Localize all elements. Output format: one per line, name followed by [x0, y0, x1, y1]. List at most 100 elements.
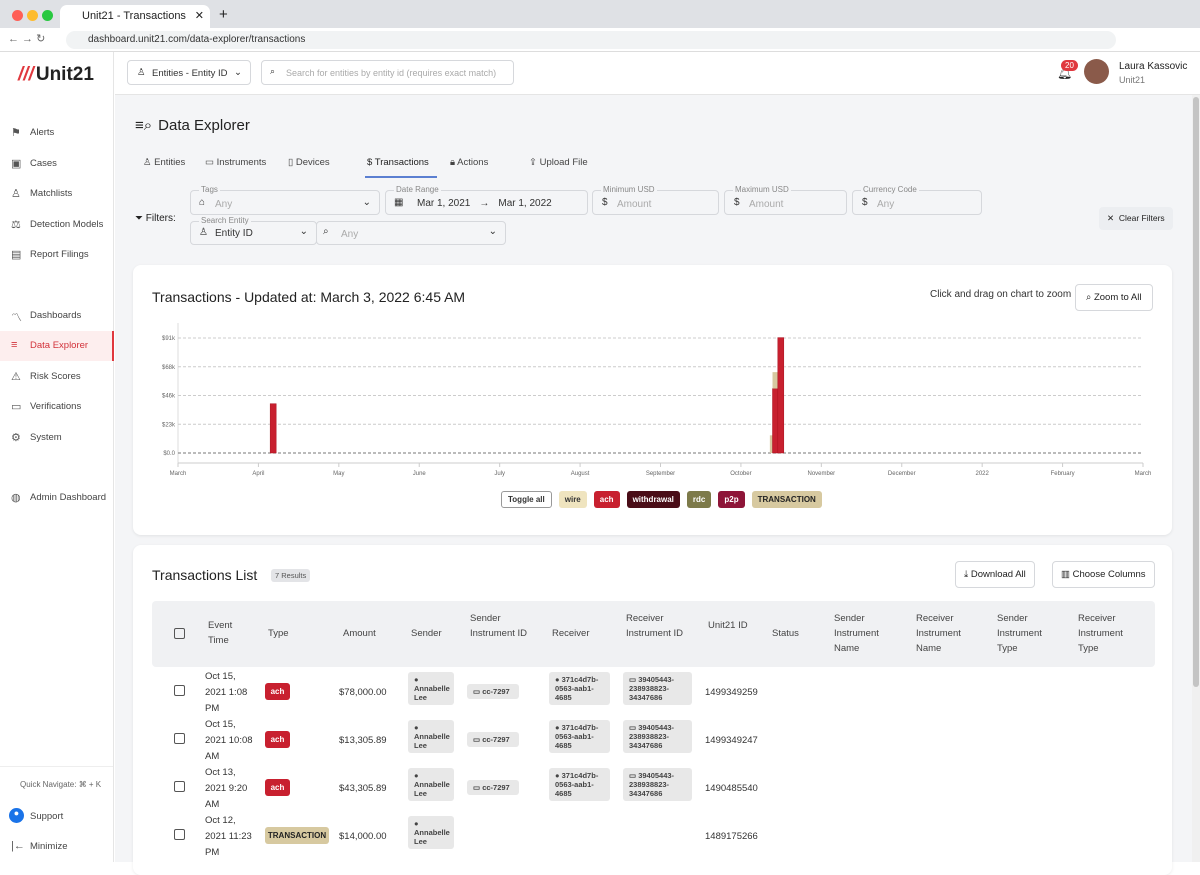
chart-line-icon: 〽 [11, 312, 22, 324]
sidebar-item-report-filings[interactable]: ▤ Report Filings [11, 249, 89, 261]
tab-instruments[interactable]: ▭ Instruments [205, 157, 267, 168]
tab-devices[interactable]: ▯ Devices [288, 157, 330, 168]
chart-card: Transactions - Updated at: March 3, 2022… [133, 265, 1172, 535]
entity-type-select[interactable]: ♙ Entities - Entity ID ⌄ [127, 60, 251, 85]
new-tab-icon[interactable]: + [219, 6, 228, 23]
receiver-chip[interactable]: ● 371c4d7b-0563-aab1-4685 [549, 720, 610, 753]
select-all-checkbox[interactable] [174, 628, 185, 639]
legend-wire[interactable]: wire [558, 491, 587, 508]
row-checkbox[interactable] [174, 781, 185, 792]
column-receiver[interactable]: Receiver [552, 628, 590, 639]
sidebar-item-dashboards[interactable]: 〽 Dashboards [11, 310, 82, 324]
table-row[interactable]: Oct 13, 2021 9:20 AM ach $43,305.89 ● Ann… [152, 766, 1155, 814]
sender-chip[interactable]: ● Annabelle Lee [408, 720, 454, 753]
column-sender-instrument-name[interactable]: Sender Instrument Name [834, 613, 879, 654]
notification-badge: 20 [1061, 60, 1078, 71]
sidebar-item-verifications[interactable]: ▭ Verifications [11, 401, 82, 413]
column-status[interactable]: Status [772, 628, 799, 639]
chevron-down-icon: ⌄ [362, 197, 371, 208]
sender-chip[interactable]: ● Annabelle Lee [408, 672, 454, 705]
globe-icon: ◍ [11, 492, 21, 504]
transactions-chart[interactable]: $0.0 $23k $46k $68k $91k March April May June Jul… [115, 95, 1192, 485]
amount: $78,000.00 [339, 687, 387, 698]
x-tick-label: March [170, 471, 187, 477]
dollar-icon: $ [862, 197, 868, 208]
quick-navigate-hint: Quick Navigate: ⌘ + K [20, 780, 102, 789]
row-checkbox[interactable] [174, 733, 185, 744]
column-receiver-instrument-name[interactable]: Receiver Instrument Name [916, 613, 961, 654]
minimize-button[interactable]: |← Minimize [11, 840, 68, 852]
column-sender-instrument-type[interactable]: Sender Instrument Type [997, 613, 1042, 654]
search-list-icon: ≡ [11, 339, 18, 351]
browser-tab[interactable]: Unit21 - Transactions ✕ [60, 5, 210, 28]
maximum-usd-input[interactable]: Maximum USD $ Amount [724, 185, 847, 215]
avatar[interactable] [1084, 59, 1109, 84]
sidebar-item-cases[interactable]: ▣ Cases [11, 158, 57, 170]
amount: $13,305.89 [339, 735, 387, 746]
card-icon: ▭ [473, 735, 481, 744]
sender-chip[interactable]: ● Annabelle Lee [408, 768, 454, 801]
tags-filter[interactable]: Tags ⌂ Any ⌄ [190, 185, 380, 215]
legend-withdrawal[interactable]: withdrawal [626, 491, 680, 508]
tab-actions[interactable]: 🔒︎ Actions [450, 157, 489, 168]
currency-code-input[interactable]: Currency Code $ Any [852, 185, 982, 215]
search-entity-input[interactable]: ⌕ Any ⌄ [316, 221, 506, 245]
support-button[interactable]: ● Support [0, 802, 114, 832]
bar-transaction [772, 372, 779, 389]
close-tab-icon[interactable]: ✕ [194, 10, 204, 22]
choose-columns-button[interactable]: ▥ Choose Columns [1052, 561, 1155, 588]
minimum-usd-input[interactable]: Minimum USD $ Amount [592, 185, 719, 215]
table-row[interactable]: Oct 12, 2021 11:23 PM TRANSACTION $14,00… [152, 814, 1155, 862]
sidebar-item-alerts[interactable]: ⚑ Alerts [11, 127, 55, 139]
legend-rdc[interactable]: rdc [686, 491, 712, 508]
sidebar-item-admin-dashboard[interactable]: ◍ Admin Dashboard [11, 492, 107, 504]
receiver-chip[interactable]: ● 371c4d7b-0563-aab1-4685 [549, 672, 610, 705]
sender-instrument-chip[interactable]: ▭ cc-7297 [467, 732, 519, 747]
entity-search-input[interactable]: ⌕ Search for entities by entity id (requi… [261, 60, 514, 85]
upload-file-button[interactable]: ⇪ Upload File [529, 157, 588, 168]
tab-entities[interactable]: ♙ Entities [143, 157, 186, 168]
scrollbar[interactable] [1192, 95, 1200, 862]
bar-ach [269, 403, 277, 454]
clear-filters-button[interactable]: ✕ Clear Filters [1099, 207, 1173, 230]
sidebar-item-risk-scores[interactable]: ⚠ Risk Scores [11, 371, 81, 383]
sidebar-item-detection-models[interactable]: ⚖ Detection Models [11, 219, 104, 231]
receiver-instrument-chip[interactable]: ▭ 39405443-238938823-34347686 [623, 672, 692, 705]
column-amount[interactable]: Amount [343, 628, 376, 639]
column-receiver-instrument-id[interactable]: Receiver Instrument ID [626, 613, 684, 639]
column-receiver-instrument-type[interactable]: Receiver Instrument Type [1078, 613, 1123, 654]
sender-instrument-chip[interactable]: ▭ cc-7297 [467, 780, 519, 795]
chart-title: Transactions - Updated at: March 3, 2022… [152, 289, 466, 305]
chart-hint: Click and drag on chart to zoom [930, 289, 1072, 300]
download-all-button[interactable]: ⤓ Download All [955, 561, 1035, 588]
table-row[interactable]: Oct 15, 2021 1:08 PM ach $78,000.00 ● Ann… [152, 670, 1155, 718]
column-event-time[interactable]: Event Time [208, 620, 233, 646]
receiver-instrument-chip[interactable]: ▭ 39405443-238938823-34347686 [623, 720, 692, 753]
receiver-instrument-chip[interactable]: ▭ 39405443-238938823-34347686 [623, 768, 692, 801]
column-sender[interactable]: Sender [411, 628, 442, 639]
sender-chip[interactable]: ● Annabelle Lee [408, 816, 454, 849]
legend-transaction[interactable]: TRANSACTION [751, 491, 822, 508]
column-type[interactable]: Type [268, 628, 289, 639]
address-bar[interactable]: dashboard.unit21.com/data-explorer/trans… [66, 31, 1116, 49]
table-row[interactable]: Oct 15, 2021 10:08 AM ach $13,305.89 ● An… [152, 718, 1155, 766]
search-entity-select[interactable]: Search Entity ♙ Entity ID ⌄ [190, 216, 317, 245]
receiver-chip[interactable]: ● 371c4d7b-0563-aab1-4685 [549, 768, 610, 801]
legend-p2p[interactable]: p2p [718, 491, 745, 508]
nav-arrows-icon[interactable]: ← → ↻ [8, 33, 46, 45]
legend-ach[interactable]: ach [593, 491, 620, 508]
sender-instrument-chip[interactable]: ▭ cc-7297 [467, 684, 519, 699]
row-checkbox[interactable] [174, 685, 185, 696]
zoom-to-all-button[interactable]: ⌕ Zoom to All [1075, 284, 1153, 311]
tab-transactions[interactable]: $ Transactions [365, 157, 437, 178]
sidebar-item-matchlists[interactable]: ♙ Matchlists [11, 188, 73, 200]
user-icon: ● [414, 675, 419, 684]
row-checkbox[interactable] [174, 829, 185, 840]
column-unit21-id[interactable]: Unit21 ID [708, 620, 748, 631]
sidebar-item-data-explorer[interactable]: ≡ Data Explorer [0, 331, 114, 361]
date-range-filter[interactable]: Date Range ▦ Mar 1, 2021 → Mar 1, 2022 [385, 185, 588, 215]
sidebar-item-system[interactable]: ⚙ System [11, 432, 62, 444]
legend-toggle-all[interactable]: Toggle all [501, 491, 552, 508]
column-sender-instrument-id[interactable]: Sender Instrument ID [470, 613, 528, 639]
x-tick-label: 2022 [975, 471, 989, 477]
